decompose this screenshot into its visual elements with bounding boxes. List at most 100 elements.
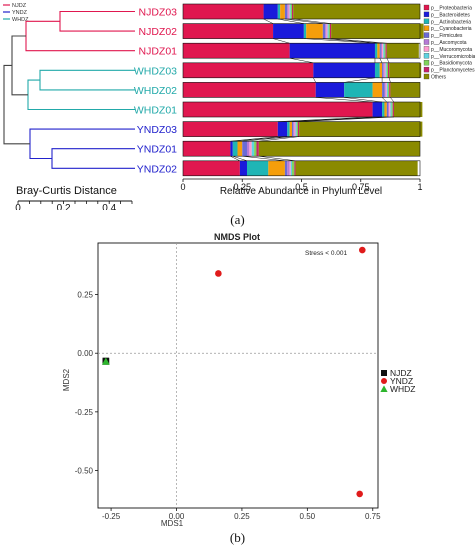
- bar-connector: [388, 77, 391, 83]
- dendrogram-branch: [3, 64, 30, 145]
- bar-segment: [380, 43, 383, 59]
- bar-segment: [344, 82, 373, 98]
- x-tick-label: 0: [180, 182, 185, 192]
- panel-b-chart: NMDS Plot 0.250.00-0.25-0.50 -0.25 0.00 0.…: [62, 232, 416, 528]
- bar-segment: [383, 62, 385, 78]
- bar-segment: [392, 102, 394, 117]
- bar-segment: [325, 23, 327, 39]
- legend-label: NJDZ: [390, 368, 412, 378]
- bar-segment: [293, 4, 421, 19]
- legend-marker: [381, 378, 387, 384]
- bar-segment: [277, 4, 281, 19]
- point-yndz: [215, 270, 222, 277]
- bar-segment: [372, 102, 383, 117]
- bar-segment: [230, 141, 233, 157]
- bar-segment: [374, 43, 378, 59]
- bar-outline: [182, 42, 421, 59]
- bar-connector: [344, 77, 376, 83]
- bar-segment: [390, 82, 421, 98]
- bar-segment: [329, 23, 332, 39]
- bar-segment: [386, 43, 419, 59]
- bar-segment: [292, 160, 295, 176]
- panel-b-caption: (b): [229, 530, 246, 545]
- bar-segment: [293, 121, 295, 137]
- panel-a-caption: (a): [230, 212, 245, 227]
- dendrogram-branch: [27, 79, 135, 111]
- bar-connector: [313, 77, 316, 83]
- legend-swatch: [423, 46, 430, 52]
- bar-segment: [306, 23, 323, 39]
- x-tick-label: 0.75: [365, 512, 381, 521]
- bar-segment: [288, 4, 290, 19]
- bar-segment: [382, 82, 385, 98]
- bar-segment: [289, 160, 291, 176]
- data-points: [101, 246, 366, 498]
- bar-segment: [258, 141, 420, 157]
- bar-segment: [280, 4, 285, 19]
- x-tick-label: 0.25: [233, 182, 251, 192]
- chart-title: NMDS Plot: [214, 232, 260, 242]
- dendrogram-branch: [25, 20, 135, 52]
- bar-connector: [277, 116, 373, 122]
- legend-label: p__Actinobacteria: [431, 19, 471, 25]
- y-tick-label: -0.25: [75, 408, 94, 417]
- x-tick-label: 0.00: [169, 512, 185, 521]
- bar-connector: [289, 57, 314, 64]
- legend-swatch: [423, 25, 430, 31]
- group-legend-label: YNDZ: [12, 10, 28, 16]
- bar-segment: [389, 82, 391, 98]
- bar-connector: [315, 97, 373, 103]
- x-axis-label: MDS1: [161, 519, 184, 528]
- bar-outline: [182, 160, 421, 177]
- legend-label: p__Mucoromycota: [431, 47, 472, 53]
- bar-outline: [182, 3, 421, 20]
- y-tick-label: 0.25: [77, 291, 93, 300]
- bar-segment: [290, 160, 293, 176]
- bar-segment: [386, 82, 389, 98]
- bar-segment: [277, 121, 288, 137]
- legend-label: YNDZ: [390, 376, 413, 386]
- legend-label: p__Bacteroidetes: [431, 12, 470, 18]
- x-tick-label: 0.25: [234, 512, 250, 521]
- dendrogram-branch: [51, 148, 135, 169]
- y-tick-label: -0.50: [75, 466, 94, 475]
- bar-segment: [284, 160, 288, 176]
- y-axis: 0.25 0.00 -0.25 -0.50: [75, 291, 98, 475]
- bar-segment: [289, 4, 291, 19]
- bar-segment: [389, 62, 422, 78]
- bar-connector: [322, 38, 380, 44]
- legend-label: p__Firmicutes: [431, 33, 463, 39]
- bar-segment: [292, 4, 294, 19]
- dendrogram-branch: [39, 69, 135, 91]
- legend-swatch: [423, 18, 430, 24]
- bar-segment: [322, 23, 326, 39]
- bar-segment: [183, 23, 274, 39]
- bar-segment: [183, 121, 278, 137]
- bar-segment: [290, 4, 293, 19]
- bar-connector: [272, 38, 290, 44]
- bar-segment: [287, 121, 290, 137]
- bar-connector: [263, 18, 274, 24]
- bar-connector: [258, 155, 296, 162]
- legend-swatch: [423, 60, 430, 66]
- bar-segment: [331, 23, 424, 39]
- bar-segment: [382, 62, 384, 78]
- bar-segment: [183, 43, 290, 59]
- x-tick-label: 0.75: [352, 182, 370, 192]
- bar-connector: [386, 58, 390, 63]
- legend-marker: [380, 385, 388, 392]
- sample-label: WHDZ01: [134, 105, 177, 117]
- bar-segment: [294, 160, 296, 176]
- bar-connector: [331, 38, 387, 44]
- bar-segment: [382, 102, 385, 117]
- scale-tick-label: 0.4: [102, 203, 116, 210]
- bar-segment: [183, 102, 373, 117]
- bar-segment: [183, 160, 240, 176]
- bar-segment: [256, 141, 259, 157]
- bar-segment: [237, 141, 243, 157]
- legend-label: p__Proteobacteria: [431, 6, 472, 12]
- legend-marker: [381, 370, 387, 376]
- bar-segment: [386, 102, 389, 117]
